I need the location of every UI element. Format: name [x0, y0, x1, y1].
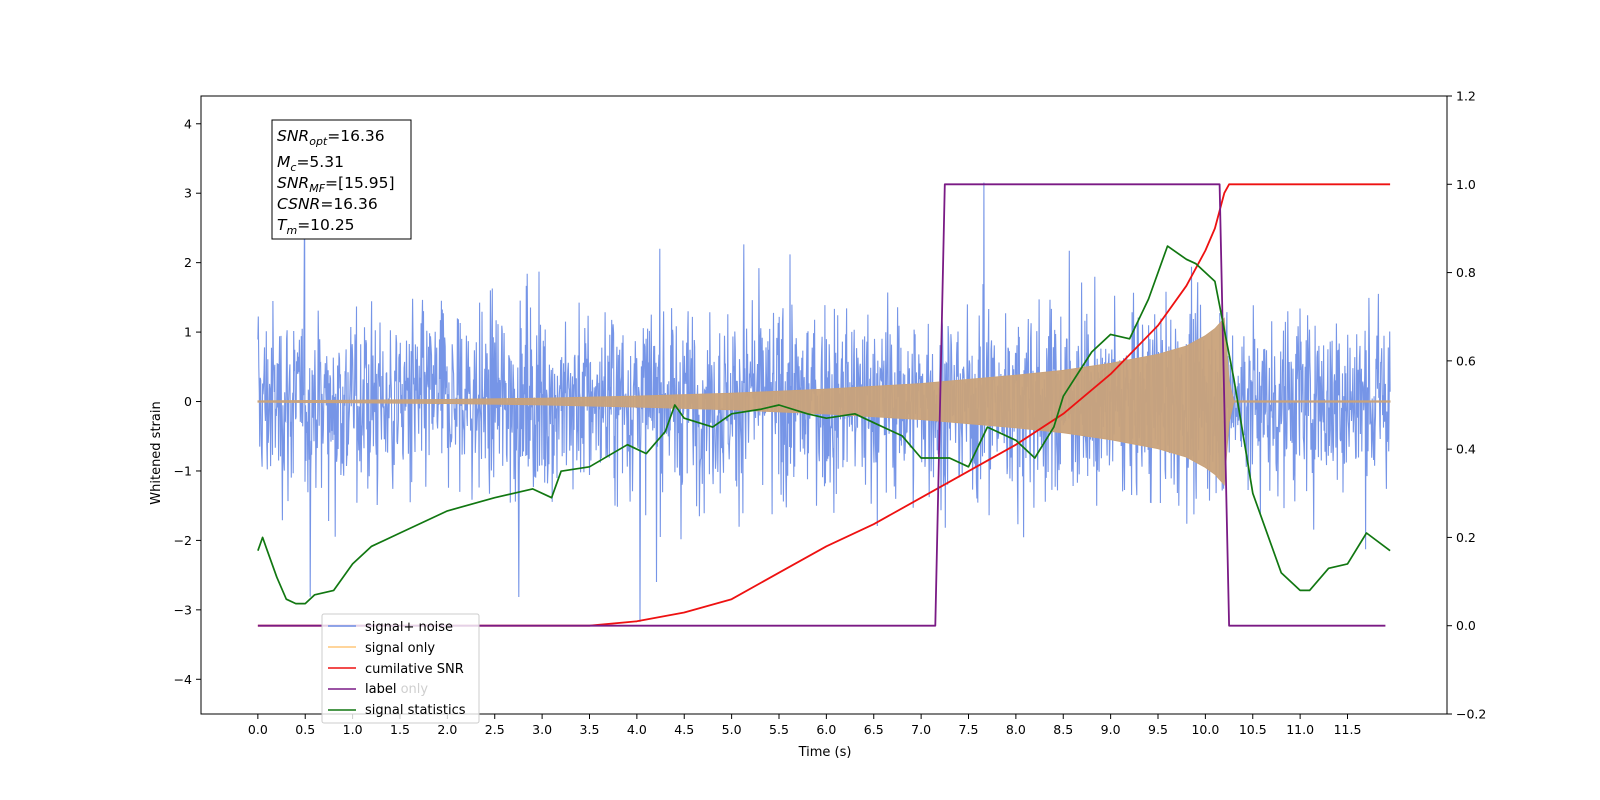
y-tick-label: 1 — [184, 325, 192, 340]
x-tick-label: 1.0 — [343, 722, 363, 737]
y2-tick-label: 0.2 — [1456, 530, 1476, 545]
x-tick-label: 3.5 — [580, 722, 600, 737]
x-tick-label: 7.5 — [959, 722, 979, 737]
y-tick-label: 3 — [184, 186, 192, 201]
x-axis-label: Time (s) — [798, 745, 852, 760]
legend-label-cumulative-snr: cumilative SNR — [365, 662, 464, 677]
x-tick-label: 6.5 — [864, 722, 884, 737]
y2-tick-label: −0.2 — [1456, 707, 1486, 722]
y-tick-label: −2 — [174, 533, 192, 548]
axes-frame — [200, 95, 1448, 715]
legend: label only signal+ noise signal only cum… — [321, 613, 480, 724]
x-tick-label: 8.5 — [1053, 722, 1073, 737]
x-tick-label: 4.0 — [627, 722, 647, 737]
info-tm: Tm=10.25 — [277, 216, 355, 237]
legend-hidden-fragment: label only — [365, 682, 428, 697]
x-tick-label: 5.5 — [769, 722, 789, 737]
series-label — [257, 183, 1386, 627]
info-csnr: CSNR=16.36 — [277, 195, 378, 213]
legend-entry-signal-only: signal only — [328, 641, 435, 656]
y-tick-label: 4 — [184, 116, 192, 131]
x-tick-label: 11.5 — [1334, 722, 1362, 737]
x-tick-label: 5.0 — [722, 722, 742, 737]
y-axis-label: Whitened strain — [149, 401, 164, 504]
y-tick-label: 2 — [184, 255, 192, 270]
x-tick-label: 0.0 — [248, 722, 268, 737]
y-tick-label: −3 — [174, 602, 192, 617]
x-tick-label: 8.0 — [1006, 722, 1026, 737]
series-signal-only — [257, 317, 1391, 486]
x-tick-label: 6.0 — [816, 722, 836, 737]
x-tick-label: 9.5 — [1148, 722, 1168, 737]
x-tick-label: 0.5 — [295, 722, 315, 737]
legend-entry-label: label — [328, 682, 396, 697]
x-tick-label: 2.0 — [437, 722, 457, 737]
series-cumulative-snr — [257, 183, 1391, 627]
y-tick-label: 0 — [184, 394, 192, 409]
y2-tick-label: 1.2 — [1456, 89, 1476, 104]
x-tick-label: 2.5 — [485, 722, 505, 737]
legend-entry-cumulative-snr: cumilative SNR — [328, 662, 464, 677]
legend-label-signal-noise: signal+ noise — [365, 620, 453, 635]
x-tick-label: 9.0 — [1101, 722, 1121, 737]
legend-entry-signal-noise: signal+ noise — [328, 620, 453, 635]
y2-tick-label: 0.6 — [1456, 353, 1476, 368]
x-tick-label: 1.5 — [390, 722, 410, 737]
legend-label-signal-only: signal only — [365, 641, 435, 656]
legend-label-label: label — [365, 682, 396, 697]
plot-area — [257, 182, 1391, 627]
y2-tick-label: 0.8 — [1456, 265, 1476, 280]
info-box: SNRopt=16.36 Mc=5.31 SNRMF=[15.95] CSNR=… — [271, 119, 412, 240]
info-snr-opt: SNRopt=16.36 — [277, 127, 385, 148]
y-tick-label: −1 — [174, 463, 192, 478]
legend-entry-signal-statistics: signal statistics — [328, 703, 466, 718]
axes: 0.0 0.5 1.0 1.5 2.0 2.5 3.0 3.5 4.0 4.5 5.0 5.5 6.0 6… — [174, 89, 1487, 738]
x-tick-label: 3.0 — [532, 722, 552, 737]
x-tick-label: 10.0 — [1191, 722, 1219, 737]
x-tick-label: 11.0 — [1286, 722, 1314, 737]
info-mc: Mc=5.31 — [277, 153, 344, 174]
y2-tick-label: 0.0 — [1456, 618, 1476, 633]
x-tick-label: 7.0 — [911, 722, 931, 737]
y2-tick-label: 1.0 — [1456, 177, 1476, 192]
x-tick-label: 10.5 — [1239, 722, 1267, 737]
series-signal-statistics — [257, 245, 1391, 605]
y2-tick-label: 0.4 — [1456, 442, 1476, 457]
info-snr-mf: SNRMF=[15.95] — [277, 174, 395, 195]
legend-label-signal-statistics: signal statistics — [365, 703, 466, 718]
x-tick-label: 4.5 — [674, 722, 694, 737]
y-tick-label: −4 — [174, 672, 192, 687]
